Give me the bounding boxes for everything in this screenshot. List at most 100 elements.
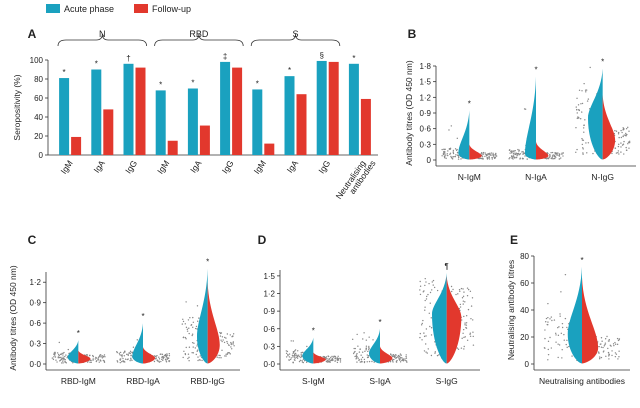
- data-dot: [427, 348, 429, 350]
- data-dot: [568, 345, 570, 348]
- significance-mark: *: [580, 256, 583, 265]
- data-dot: [515, 152, 517, 154]
- data-dot: [365, 347, 367, 349]
- data-dot: [331, 355, 333, 358]
- data-dot: [58, 356, 61, 359]
- data-dot: [491, 154, 493, 156]
- significance-mark: *: [77, 329, 80, 338]
- data-dot: [561, 348, 563, 351]
- data-dot: [297, 350, 299, 352]
- data-dot: [334, 355, 336, 358]
- data-dot: [552, 158, 554, 160]
- data-dot: [463, 315, 465, 318]
- data-dot: [405, 355, 407, 358]
- data-dot: [186, 330, 189, 332]
- data-dot: [58, 341, 61, 344]
- data-dot: [443, 148, 445, 150]
- data-dot: [124, 361, 126, 363]
- data-dot: [456, 148, 458, 151]
- x-tick-label: IgG: [123, 158, 139, 175]
- data-dot: [614, 129, 616, 132]
- data-dot: [621, 144, 624, 146]
- data-dot: [599, 358, 601, 360]
- data-dot: [165, 355, 168, 357]
- y-axis-label: Antibody titres (OD 450 nm): [404, 60, 414, 166]
- data-dot: [336, 358, 338, 360]
- data-dot: [352, 352, 355, 355]
- x-tick-label: S-IgA: [369, 376, 391, 386]
- data-dot: [121, 361, 123, 363]
- data-dot: [163, 356, 165, 358]
- data-dot: [581, 137, 583, 140]
- significance-mark: *: [141, 312, 144, 321]
- data-dot: [424, 284, 426, 287]
- bar-followup: [199, 125, 210, 155]
- data-dot: [188, 360, 190, 362]
- data-dot: [425, 298, 428, 300]
- data-dot: [196, 328, 198, 330]
- data-dot: [154, 358, 157, 360]
- data-dot: [424, 309, 426, 311]
- data-dot: [463, 348, 465, 350]
- data-dot: [425, 335, 427, 337]
- data-dot: [599, 343, 602, 345]
- data-dot: [512, 150, 515, 152]
- data-dot: [368, 360, 371, 363]
- data-dot: [329, 361, 331, 363]
- data-dot: [471, 297, 474, 299]
- data-dot: [557, 326, 559, 329]
- data-dot: [546, 323, 548, 326]
- y-tick-label: 0: [39, 151, 44, 160]
- data-dot: [155, 356, 157, 358]
- data-dot: [510, 155, 513, 157]
- data-dot: [486, 154, 488, 157]
- data-dot: [158, 358, 161, 360]
- data-dot: [489, 153, 491, 155]
- data-dot: [325, 360, 328, 363]
- data-dot: [450, 156, 453, 159]
- data-dot: [197, 356, 199, 358]
- data-dot: [551, 158, 553, 160]
- data-dot: [294, 357, 296, 359]
- data-dot: [526, 158, 528, 160]
- data-dot: [517, 148, 519, 151]
- data-dot: [622, 135, 624, 138]
- significance-mark: *: [95, 60, 98, 69]
- data-dot: [600, 346, 603, 348]
- data-dot: [487, 156, 489, 159]
- data-dot: [578, 89, 581, 91]
- violin-followup: [536, 141, 549, 160]
- data-dot: [331, 358, 333, 360]
- violin-followup: [602, 94, 616, 160]
- data-dot: [227, 351, 229, 354]
- data-dot: [560, 157, 562, 159]
- data-dot: [118, 352, 121, 354]
- y-tick-label: 60: [34, 94, 43, 103]
- data-dot: [547, 359, 549, 361]
- data-dot: [578, 109, 580, 111]
- data-dot: [555, 334, 557, 336]
- data-dot: [330, 356, 332, 359]
- bar-followup: [232, 67, 243, 155]
- x-tick-label: S-IgM: [302, 376, 325, 386]
- data-dot: [192, 346, 194, 348]
- data-dot: [168, 353, 170, 355]
- x-tick-label: IgA: [188, 158, 204, 174]
- data-dot: [153, 355, 156, 357]
- data-dot: [221, 340, 223, 343]
- data-dot: [225, 337, 227, 339]
- data-dot: [361, 351, 364, 353]
- data-dot: [456, 137, 459, 140]
- data-dot: [482, 151, 485, 154]
- y-tick-label: 0·6: [419, 125, 431, 134]
- data-dot: [303, 359, 306, 362]
- data-dot: [160, 360, 162, 363]
- data-dot: [358, 359, 361, 361]
- data-dot: [456, 154, 459, 156]
- data-dot: [625, 128, 628, 130]
- data-dot: [322, 355, 324, 358]
- data-dot: [576, 112, 578, 114]
- data-dot: [158, 360, 160, 362]
- x-tick-label: IgA: [285, 158, 301, 174]
- data-dot: [565, 343, 567, 346]
